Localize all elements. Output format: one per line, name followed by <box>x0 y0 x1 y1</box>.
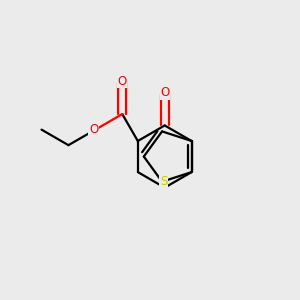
Text: S: S <box>160 175 167 188</box>
Text: O: O <box>89 123 98 136</box>
Text: O: O <box>160 86 169 99</box>
Text: O: O <box>118 75 127 88</box>
